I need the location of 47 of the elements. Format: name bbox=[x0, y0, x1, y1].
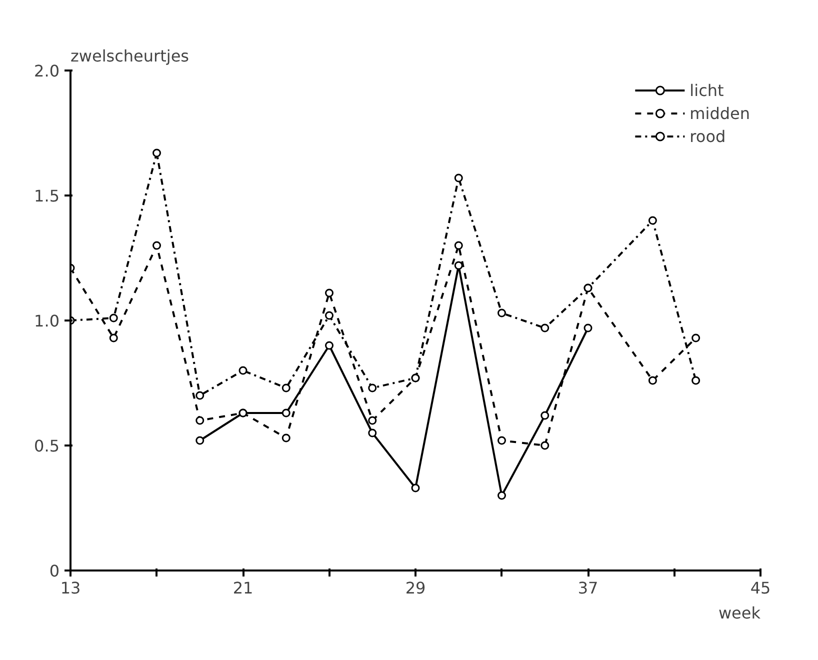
x-axis-title: week bbox=[718, 604, 762, 622]
point bbox=[692, 334, 700, 342]
point bbox=[498, 308, 506, 318]
x-tick-label: 37 bbox=[578, 578, 598, 598]
point bbox=[584, 324, 592, 332]
y-axis-title: zwelscheurtjes bbox=[70, 46, 190, 66]
y-tick-label: 2.0 bbox=[34, 62, 60, 80]
point bbox=[498, 491, 506, 500]
point bbox=[282, 384, 290, 392]
point bbox=[368, 428, 377, 438]
x-tick-label: 45 bbox=[750, 578, 771, 598]
legend-label: rood bbox=[690, 126, 726, 146]
point bbox=[152, 241, 161, 250]
point bbox=[109, 334, 118, 342]
point bbox=[648, 216, 657, 225]
point bbox=[368, 416, 377, 425]
point bbox=[540, 441, 550, 450]
point bbox=[325, 341, 334, 350]
point bbox=[152, 148, 161, 158]
point bbox=[238, 366, 248, 375]
point bbox=[540, 324, 550, 332]
x-tick-label: 21 bbox=[232, 578, 254, 598]
point bbox=[648, 376, 657, 385]
point bbox=[325, 288, 334, 298]
legend-label: midden bbox=[690, 104, 750, 122]
point bbox=[196, 391, 204, 400]
x-tick-label: 29 bbox=[405, 578, 426, 598]
point bbox=[411, 484, 420, 492]
point bbox=[196, 436, 204, 445]
point bbox=[454, 261, 463, 270]
y-tick-label: 1.5 bbox=[34, 186, 60, 206]
x-tick-label: 13 bbox=[60, 578, 81, 598]
y-tick-label: 1.0 bbox=[34, 312, 60, 330]
point bbox=[540, 411, 550, 420]
point bbox=[454, 241, 463, 250]
legend-label: licht bbox=[690, 80, 724, 100]
y-tick-label: 0 bbox=[49, 562, 60, 580]
point bbox=[282, 434, 290, 442]
point bbox=[692, 376, 700, 385]
point bbox=[498, 436, 506, 445]
point bbox=[454, 174, 463, 182]
point bbox=[196, 416, 204, 425]
point bbox=[282, 408, 290, 418]
point bbox=[325, 311, 334, 320]
point bbox=[109, 314, 118, 322]
y-tick-label: 0.5 bbox=[34, 436, 60, 456]
point bbox=[368, 384, 377, 392]
